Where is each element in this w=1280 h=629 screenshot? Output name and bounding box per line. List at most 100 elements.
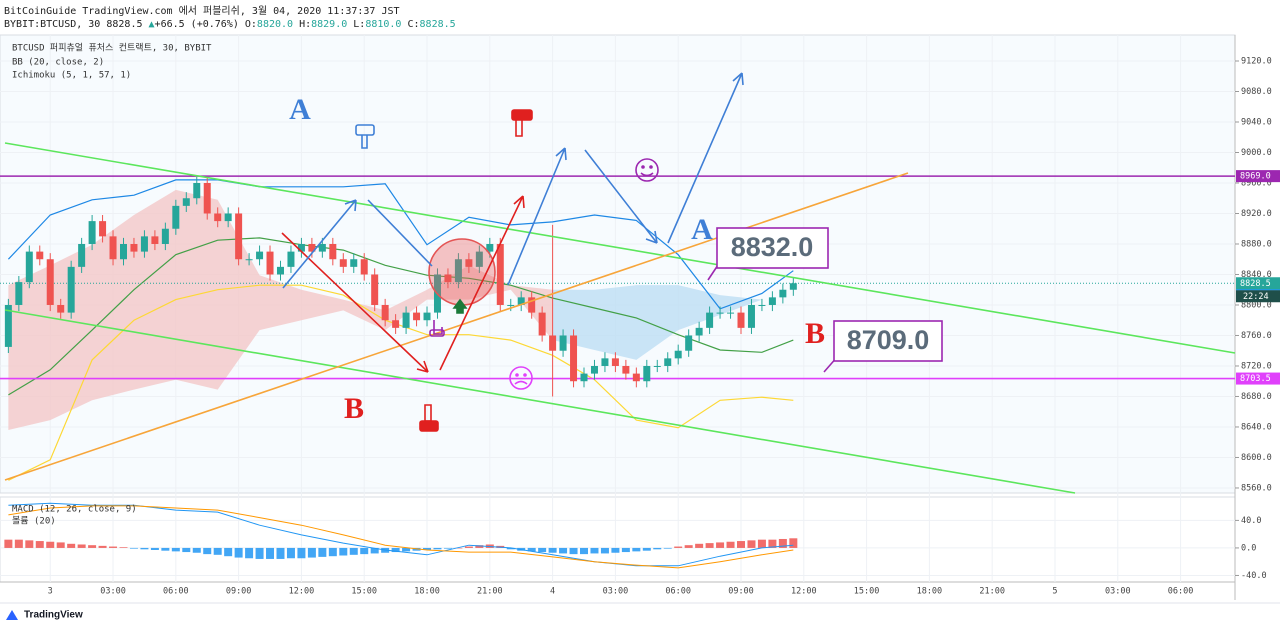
macd-histogram-bar: [339, 547, 348, 556]
macd-histogram-bar: [161, 547, 170, 551]
candle-body: [25, 251, 33, 283]
macd-histogram-bar: [559, 547, 568, 554]
x-tick-label: 03:00: [100, 587, 126, 597]
macd-histogram-bar: [433, 547, 442, 550]
candle-body: [716, 312, 724, 314]
macd-histogram-bar: [182, 547, 191, 553]
logo: [6, 610, 18, 620]
candle-body: [402, 312, 410, 328]
candle-body: [172, 205, 180, 229]
candle-body: [779, 289, 787, 298]
candle-body: [36, 251, 44, 260]
macd-histogram-bar: [129, 547, 138, 549]
up-icon: [452, 298, 468, 314]
candle-body: [496, 243, 504, 305]
macd-histogram-bar: [192, 547, 201, 553]
callout-text: 8832.0: [731, 232, 814, 262]
macd-histogram-bar: [789, 538, 798, 548]
x-tick-label: 5: [1052, 587, 1057, 597]
arrow-up-blue: [282, 199, 357, 289]
macd-histogram-bar: [213, 547, 222, 555]
macd-histogram-bar: [171, 547, 180, 552]
candle-body: [203, 182, 211, 214]
candle-body: [601, 358, 609, 366]
x-tick-label: 06:00: [665, 587, 691, 597]
candle-body: [99, 221, 107, 237]
y-tick-label: 8920.0: [1241, 209, 1272, 219]
annotation: A: [289, 93, 311, 126]
x-tick-label: 21:00: [477, 587, 503, 597]
macd-histogram-bar: [98, 545, 107, 548]
candle-body: [559, 335, 567, 351]
x-tick-label: 18:00: [917, 587, 943, 597]
candle-body: [528, 297, 536, 313]
data-layer: [0, 175, 1235, 569]
y-tick-label: 8680.0: [1241, 392, 1272, 402]
macd-histogram-bar: [684, 545, 693, 548]
macd-histogram-bar: [632, 547, 641, 552]
macd-histogram-bar: [276, 547, 285, 559]
macd-histogram-bar: [307, 547, 316, 558]
callout-box: [716, 227, 829, 269]
candle-body: [392, 320, 400, 328]
candle-body: [758, 304, 766, 306]
macd-histogram-bar: [600, 547, 609, 554]
hand-icon: [429, 320, 445, 337]
symbol-line: BYBIT:BTCUSD, 30 8828.5 ▲+66.5 (+0.76%) …: [4, 19, 456, 30]
y-tick-label: 8600.0: [1241, 453, 1272, 463]
macd-histogram-bar: [506, 547, 515, 550]
candle-body: [475, 251, 483, 267]
candle-body: [4, 304, 12, 347]
candle-body: [580, 373, 588, 382]
x-tick-label: 15:00: [854, 587, 880, 597]
candle-body: [768, 297, 776, 305]
y-tick-label: 9080.0: [1241, 87, 1272, 97]
macd-histogram-bar: [705, 543, 714, 548]
y-tick-label: 40.0: [1241, 516, 1261, 526]
candle-body: [256, 251, 264, 260]
candle-body: [507, 304, 515, 306]
candle-body: [685, 335, 693, 351]
x-tick-label: 21:00: [979, 587, 1005, 597]
indicator-line: [7, 179, 794, 310]
candle-body: [214, 213, 222, 222]
arrow-up-blue: [507, 147, 567, 286]
macd-histogram-bar: [621, 547, 630, 553]
candle-body: [329, 243, 337, 260]
candle-body: [360, 259, 368, 275]
x-tick-label: 09:00: [226, 587, 252, 597]
candle-body: [193, 182, 201, 199]
y-tick-label: 8880.0: [1241, 239, 1272, 249]
x-tick-label: 15:00: [351, 587, 377, 597]
candle-body: [465, 259, 473, 267]
macd-histogram-bar: [4, 539, 13, 548]
price-box-label: 8828.5: [1240, 279, 1271, 289]
macd-histogram-bar: [695, 543, 704, 548]
macd-histogram-bar: [46, 541, 55, 548]
y-tick-label: 9000.0: [1241, 148, 1272, 158]
y-tick-label: 8840.0: [1241, 270, 1272, 280]
macd-histogram-bar: [56, 542, 65, 548]
y-tick-label: 8800.0: [1241, 300, 1272, 310]
macd-histogram-bar: [150, 547, 159, 550]
y-tick-label: 0.0: [1241, 543, 1256, 553]
candle-body: [297, 243, 305, 252]
y-tick-label: 9040.0: [1241, 117, 1272, 127]
candle-body: [611, 358, 619, 366]
macd-histogram-bar: [475, 545, 484, 548]
candle-body: [339, 259, 347, 267]
candle-body: [653, 365, 661, 367]
candle-body: [224, 213, 232, 222]
trend-line: [4, 172, 909, 481]
x-tick-label: 09:00: [728, 587, 754, 597]
annotation: B: [344, 392, 364, 425]
macd-histogram-bar: [747, 540, 756, 548]
candle-body: [140, 236, 148, 252]
macd-histogram-bar: [569, 547, 578, 555]
candle-body: [15, 282, 23, 305]
macd-histogram-bar: [14, 539, 23, 548]
macd-histogram-bar: [35, 541, 44, 548]
macd-histogram-bar: [527, 547, 536, 552]
macd-histogram-bar: [88, 545, 97, 548]
y-tick-label: 8560.0: [1241, 483, 1272, 493]
